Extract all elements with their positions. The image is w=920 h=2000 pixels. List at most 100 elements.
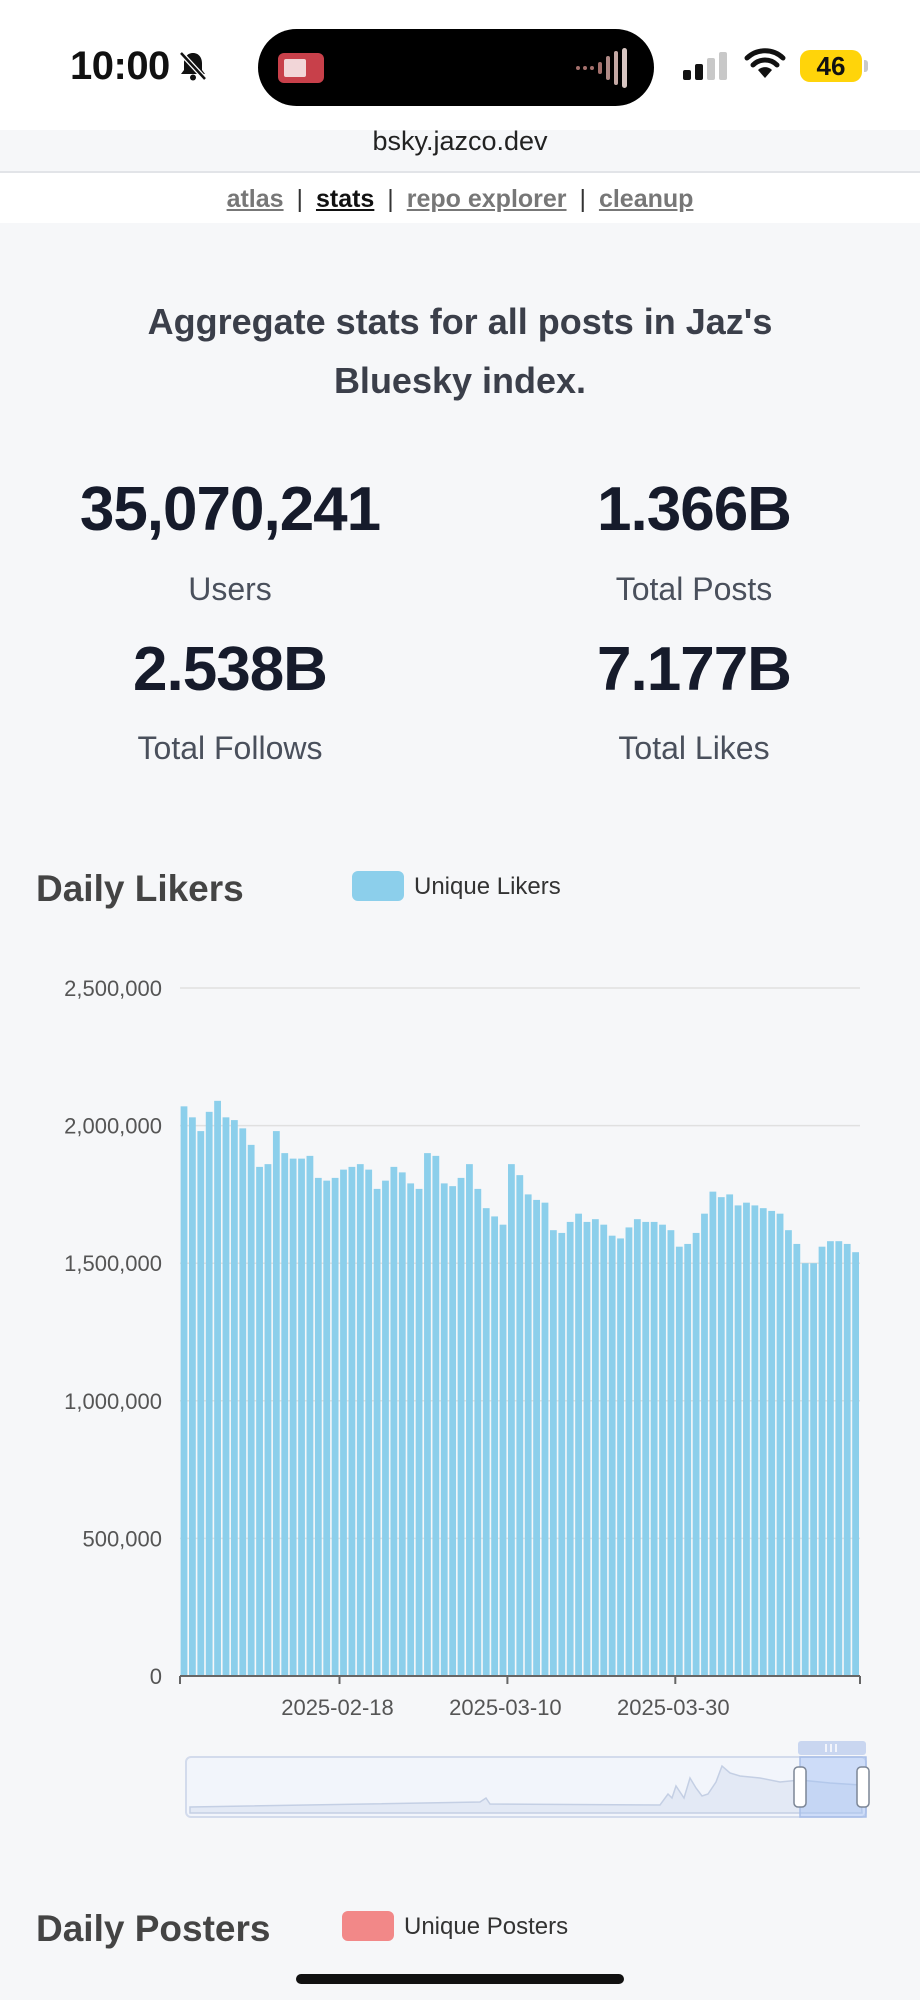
bar[interactable] (684, 1243, 692, 1676)
bar[interactable] (793, 1243, 801, 1676)
nav-link-atlas[interactable]: atlas (226, 185, 284, 213)
bar[interactable] (205, 1111, 213, 1676)
bar[interactable] (440, 1183, 448, 1676)
bar[interactable] (365, 1169, 373, 1676)
bar[interactable] (701, 1213, 708, 1676)
bar[interactable] (188, 1117, 196, 1676)
bar[interactable] (340, 1169, 347, 1676)
bar[interactable] (818, 1246, 826, 1676)
y-axis-labels: 0 500,000 1,000,000 1,500,000 2,000,000 2,500… (64, 976, 162, 1689)
bar[interactable] (549, 1230, 557, 1676)
zoom-handle-right[interactable] (856, 1766, 870, 1808)
bar[interactable] (499, 1224, 507, 1676)
bar[interactable] (331, 1177, 339, 1676)
home-indicator[interactable] (296, 1974, 624, 1984)
bar[interactable] (776, 1213, 784, 1676)
bar[interactable] (566, 1221, 574, 1676)
bar[interactable] (583, 1221, 591, 1676)
bar[interactable] (508, 1164, 515, 1676)
bar[interactable] (650, 1221, 658, 1676)
bar[interactable] (785, 1230, 792, 1676)
likers-legend-label[interactable]: Unique Likers (414, 873, 561, 900)
bar[interactable] (633, 1219, 641, 1676)
bar[interactable] (533, 1199, 540, 1676)
dynamic-island[interactable] (258, 29, 654, 106)
bar[interactable] (659, 1224, 666, 1676)
bar[interactable] (424, 1153, 431, 1676)
bar[interactable] (642, 1221, 650, 1676)
bar[interactable] (474, 1188, 482, 1676)
bar[interactable] (591, 1219, 599, 1676)
bar[interactable] (272, 1131, 280, 1676)
bar[interactable] (432, 1155, 440, 1676)
bar[interactable] (600, 1224, 608, 1676)
bar[interactable] (810, 1263, 818, 1676)
url-bar[interactable]: bsky.jazco.dev (372, 126, 548, 156)
bar[interactable] (457, 1177, 465, 1676)
bar[interactable] (298, 1158, 305, 1676)
likers-chart-title: Daily Likers (36, 868, 244, 909)
bar[interactable] (575, 1213, 582, 1676)
bar[interactable] (734, 1205, 742, 1676)
bar[interactable] (398, 1172, 406, 1676)
bar[interactable] (491, 1216, 499, 1676)
zoom-selection[interactable] (799, 1756, 867, 1818)
posters-legend-swatch[interactable] (342, 1911, 394, 1941)
bar[interactable] (180, 1106, 188, 1676)
zoom-move-handle[interactable] (798, 1741, 866, 1755)
bar[interactable] (675, 1246, 683, 1676)
bar[interactable] (281, 1153, 289, 1676)
bar[interactable] (667, 1230, 675, 1676)
bar[interactable] (256, 1166, 263, 1676)
bar[interactable] (852, 1252, 859, 1676)
bar[interactable] (608, 1235, 616, 1676)
bar[interactable] (751, 1205, 759, 1676)
bar[interactable] (407, 1183, 415, 1676)
bar[interactable] (801, 1263, 809, 1676)
y-tick-label: 0 (150, 1664, 162, 1689)
bar[interactable] (558, 1232, 566, 1676)
bar[interactable] (239, 1128, 247, 1676)
bar[interactable] (323, 1180, 331, 1676)
bar[interactable] (692, 1232, 700, 1676)
bar[interactable] (516, 1175, 524, 1676)
bar[interactable] (843, 1243, 851, 1676)
bar[interactable] (524, 1194, 532, 1676)
bar[interactable] (415, 1188, 423, 1676)
bar[interactable] (835, 1241, 843, 1676)
zoom-slider[interactable] (185, 1741, 870, 1818)
bar[interactable] (466, 1164, 473, 1676)
bar[interactable] (709, 1191, 717, 1676)
nav-link-repo-explorer[interactable]: repo explorer (406, 185, 567, 213)
bar[interactable] (482, 1208, 490, 1676)
bar[interactable] (726, 1194, 734, 1676)
bar[interactable] (289, 1158, 297, 1676)
bar[interactable] (449, 1186, 457, 1676)
nav-link-stats[interactable]: stats (315, 185, 375, 213)
bar[interactable] (230, 1120, 238, 1676)
bar[interactable] (382, 1180, 389, 1676)
bar[interactable] (197, 1131, 205, 1676)
bar[interactable] (348, 1166, 356, 1676)
nav-link-cleanup[interactable]: cleanup (598, 185, 694, 213)
posters-legend-label[interactable]: Unique Posters (404, 1913, 569, 1940)
likers-legend-swatch[interactable] (352, 871, 404, 901)
bar[interactable] (617, 1238, 624, 1676)
zoom-handle-left[interactable] (793, 1766, 807, 1808)
bar[interactable] (306, 1155, 314, 1676)
bar[interactable] (390, 1166, 398, 1676)
bar[interactable] (247, 1144, 255, 1676)
bar[interactable] (373, 1188, 381, 1676)
bar[interactable] (743, 1202, 750, 1676)
bar[interactable] (222, 1117, 230, 1676)
bar[interactable] (768, 1210, 776, 1676)
bar[interactable] (356, 1164, 364, 1676)
bar[interactable] (827, 1241, 834, 1676)
bar[interactable] (214, 1100, 221, 1676)
bar[interactable] (314, 1177, 322, 1676)
bar[interactable] (541, 1202, 549, 1676)
bar[interactable] (759, 1208, 767, 1676)
bar[interactable] (717, 1197, 725, 1676)
bar[interactable] (264, 1164, 272, 1676)
bar[interactable] (625, 1227, 633, 1676)
